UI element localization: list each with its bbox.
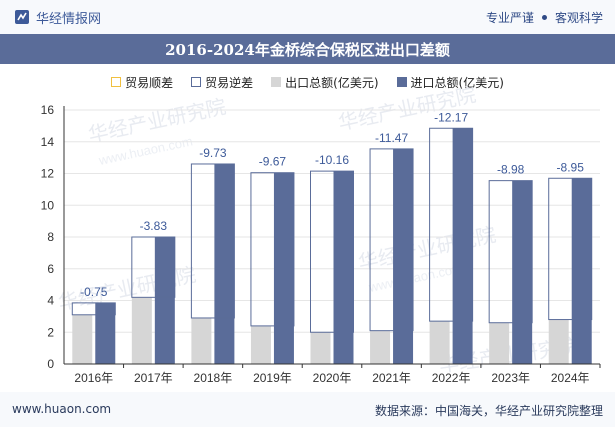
watermark-text: 华经产业研究院: [86, 95, 228, 147]
diff-data-label: -8.95: [557, 160, 585, 174]
diff-data-label: -11.47: [375, 131, 408, 145]
x-tick-label: 2018年: [194, 371, 233, 385]
y-tick-label: 10: [41, 198, 55, 212]
bar-export: [131, 297, 152, 364]
bar-deficit-outline: [71, 302, 116, 316]
legend-label-surplus: 贸易顺差: [125, 75, 174, 90]
x-tick-label: 2019年: [253, 371, 292, 385]
bar-export: [72, 314, 93, 364]
footer-bar: www.huaon.com 数据来源：中国海关，华经产业研究院整理: [0, 392, 615, 427]
legend-swatch-export: [271, 77, 282, 87]
y-tick-label: 0: [47, 357, 54, 371]
bar-import: [512, 180, 533, 364]
y-tick-label: 4: [47, 294, 54, 308]
x-tick-label: 2016年: [74, 371, 113, 385]
bar-import: [333, 171, 354, 364]
legend-label-deficit: 贸易逆差: [205, 75, 254, 90]
bar-import: [452, 128, 473, 364]
bar-export: [250, 325, 271, 364]
bar-export: [429, 321, 450, 364]
y-tick-label: 16: [41, 103, 55, 117]
bar-deficit-outline: [429, 127, 474, 322]
legend-item-import: 进口总额(亿美元): [396, 74, 504, 91]
bar-import: [154, 237, 175, 364]
x-tick-label: 2020年: [313, 371, 352, 385]
bar-export: [489, 322, 510, 364]
x-tick-label: 2022年: [432, 371, 471, 385]
bar-deficit-outline: [488, 180, 533, 324]
bar-import: [214, 163, 235, 364]
diff-data-label: -9.67: [259, 155, 287, 169]
y-tick-label: 12: [41, 167, 55, 181]
diff-data-label: -3.83: [140, 219, 168, 233]
legend-swatch-surplus: [111, 77, 122, 87]
y-tick-label: 14: [41, 135, 55, 149]
legend-swatch-import: [396, 77, 407, 87]
legend-item-deficit: 贸易逆差: [191, 74, 253, 91]
bar-deficit-outline: [369, 148, 414, 332]
bar-export: [310, 332, 331, 364]
bar-deficit-outline: [250, 172, 295, 327]
y-tick-label: 6: [47, 262, 54, 276]
footer-url[interactable]: www.huaon.com: [12, 402, 112, 416]
bar-export: [191, 317, 212, 364]
axes-layer: 0 2 4 6 8 10 12 14 16 2016年 2017年 2018年 2019年 2020年 20…: [41, 103, 601, 385]
tagline-right: 客观科学: [554, 10, 603, 25]
bar-deficit-outline: [131, 236, 176, 298]
diff-data-label: -9.73: [199, 146, 227, 160]
chart-title: 2016-2024年金桥综合保税区进出口差额: [0, 34, 615, 64]
bar-import: [95, 302, 116, 364]
bar-import: [273, 172, 294, 364]
tagline: 专业严谨 客观科学: [486, 8, 603, 26]
x-tick-label: 2017年: [134, 371, 173, 385]
bar-deficit-outline: [310, 170, 354, 333]
bar-deficit-outline: [190, 163, 235, 319]
legend-swatch-deficit: [191, 77, 202, 87]
bar-chart: 华经产业研究院 华经产业研究院 华经产业研究院 华经产业研究院 华经产业研究院 …: [41, 83, 601, 385]
brand: 华经情报网: [14, 8, 102, 27]
legend-label-import: 进口总额(亿美元): [410, 75, 504, 90]
watermark-text: 华经产业研究院: [336, 83, 478, 135]
diff-data-label: -12.17: [434, 110, 468, 124]
diff-data-label: -10.16: [315, 153, 349, 167]
bar-export: [548, 319, 569, 364]
logo-icon: [15, 10, 29, 24]
labels-layer: -0.75 -3.83 -9.73 -9.67 -10.16 -11.47 -12.17 -8…: [80, 110, 584, 299]
watermark-text: 华经产业研究院: [56, 263, 198, 315]
brand-name: 华经情报网: [36, 11, 102, 27]
bar-import: [571, 178, 592, 364]
legend-label-export: 出口总额(亿美元): [285, 75, 379, 90]
diff-data-label: -0.75: [80, 285, 108, 299]
y-tick-label: 8: [47, 230, 54, 244]
legend-item-export: 出口总额(亿美元): [271, 74, 379, 91]
x-tick-label: 2021年: [372, 371, 411, 385]
bars-layer: [71, 127, 593, 364]
x-tick-label: 2023年: [491, 371, 530, 385]
x-tick-label: 2024年: [551, 371, 590, 385]
separator-dot-icon: [541, 14, 547, 20]
y-tick-label: 2: [47, 325, 54, 339]
footer-source: 数据来源：中国海关，华经产业研究院整理: [374, 404, 603, 418]
tagline-left: 专业严谨: [485, 10, 534, 25]
diff-data-label: -8.98: [497, 163, 525, 177]
bar-deficit-outline: [548, 177, 593, 321]
chart-legend: 贸易顺差 贸易逆差 出口总额(亿美元) 进口总额(亿美元): [0, 70, 615, 94]
top-header-bar: 华经情报网 专业严谨 客观科学: [0, 0, 615, 34]
bar-export: [370, 330, 391, 364]
bar-import: [393, 148, 414, 364]
legend-item-surplus: 贸易顺差: [111, 74, 173, 91]
